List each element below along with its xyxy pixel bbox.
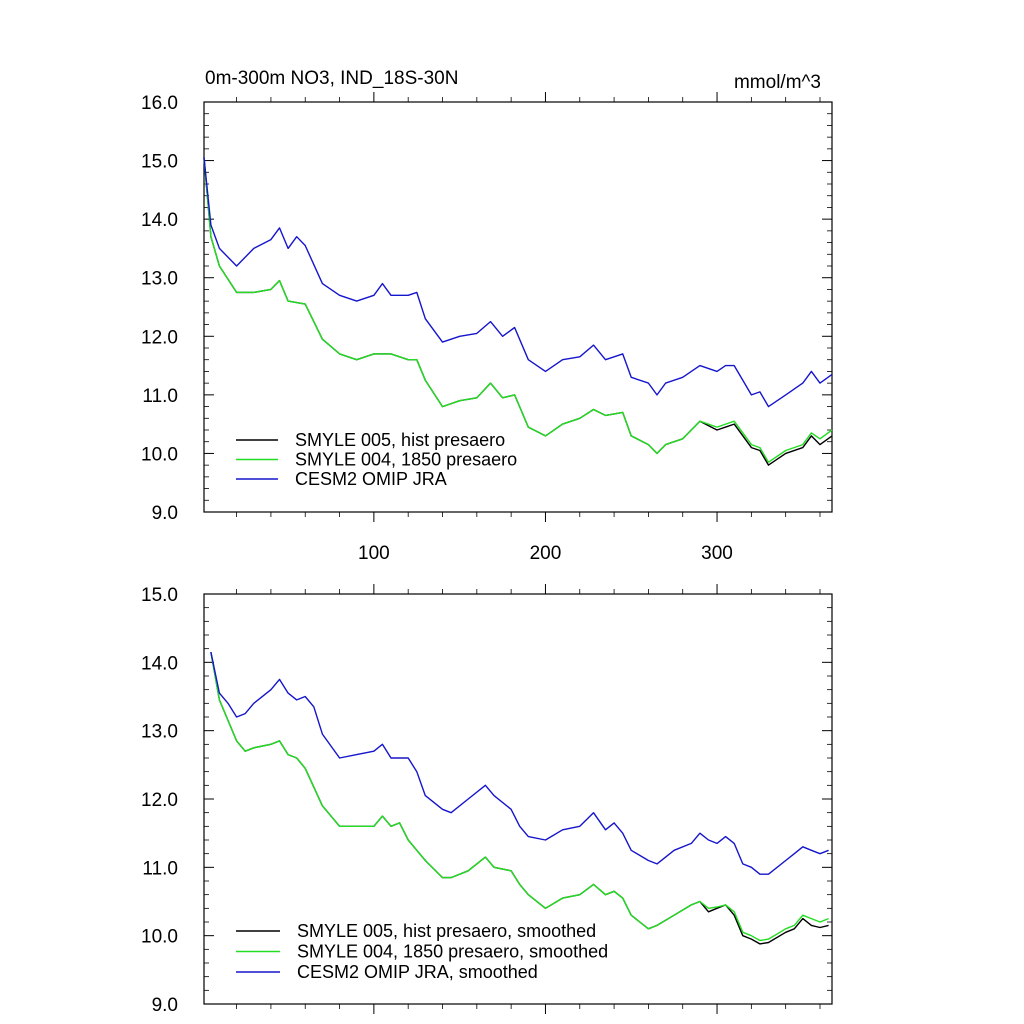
y-tick-label: 9.0 xyxy=(152,503,178,524)
y-tick-label: 13.0 xyxy=(141,269,178,290)
legend-label: SMYLE 004, 1850 presaero, smoothed xyxy=(297,942,608,962)
series-line-2 xyxy=(203,157,833,408)
y-tick-label: 11.0 xyxy=(142,858,178,879)
series-line-2 xyxy=(210,651,829,875)
series-line-0 xyxy=(210,651,829,945)
y-tick-label: 11.0 xyxy=(142,386,178,407)
series-line-1 xyxy=(210,651,829,942)
series-line-0 xyxy=(203,157,833,466)
plot-frame xyxy=(203,101,833,513)
x-tick-label: 200 xyxy=(530,543,562,564)
y-tick-label: 14.0 xyxy=(141,210,178,231)
y-tick-label: 12.0 xyxy=(141,327,178,348)
series-line-1 xyxy=(203,157,833,463)
legend-label: SMYLE 004, 1850 presaero xyxy=(295,450,517,470)
legend-label: CESM2 OMIP JRA xyxy=(295,469,447,489)
units-label: mmol/m^3 xyxy=(734,72,821,93)
y-tick-label: 15.0 xyxy=(141,585,178,606)
y-tick-label: 10.0 xyxy=(141,927,178,948)
legend-label: SMYLE 005, hist presaero xyxy=(295,430,505,450)
bottom-panel: 9.0 10.0 11.0 12.0 13.0 14.0 15.0 SMYLE 005, hi… xyxy=(141,584,833,1016)
legend-label: CESM2 OMIP JRA, smoothed xyxy=(297,962,538,982)
y-tick-label: 12.0 xyxy=(141,790,178,811)
legend-label: SMYLE 005, hist presaero, smoothed xyxy=(297,921,596,941)
y-tick-label: 10.0 xyxy=(141,444,178,465)
y-tick-label: 13.0 xyxy=(141,722,178,743)
top-panel: 9.0 10.0 11.0 12.0 13.0 14.0 15.0 16.0 100 200 300… xyxy=(141,92,833,564)
y-tick-label: 14.0 xyxy=(141,653,178,674)
y-tick-label: 15.0 xyxy=(141,152,178,173)
y-tick-label: 16.0 xyxy=(141,93,178,114)
chart-title: 0m-300m NO3, IND_18S-30N xyxy=(205,68,458,89)
x-tick-label: 300 xyxy=(701,543,733,564)
x-tick-label: 100 xyxy=(358,543,390,564)
y-tick-label: 9.0 xyxy=(152,995,178,1016)
